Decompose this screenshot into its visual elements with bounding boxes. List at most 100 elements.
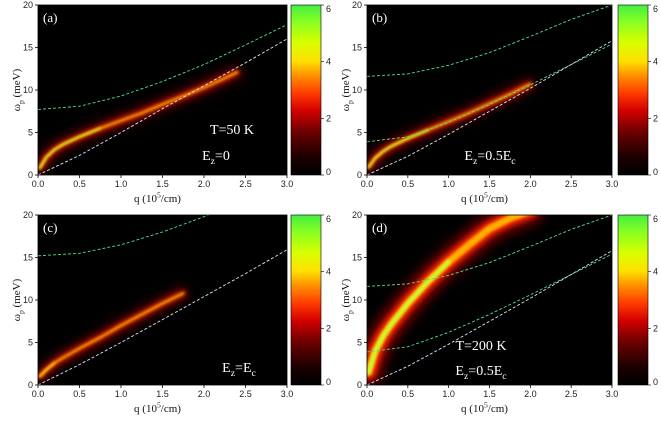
colorbar-tick-label: 2 <box>326 323 331 333</box>
colorbar <box>617 4 649 176</box>
y-axis-label: ωp (meV) <box>11 278 25 321</box>
x-tick-label: 2.0 <box>198 179 211 189</box>
colorbar-tick-label: 4 <box>326 57 331 67</box>
y-tick-label: 0 <box>28 380 33 390</box>
x-tick-label: 3.0 <box>606 179 619 189</box>
x-tick-label: 2.5 <box>239 179 252 189</box>
y-tick-label: 5 <box>357 338 362 348</box>
y-tick-label: 10 <box>23 85 33 95</box>
dashed-curve <box>38 249 287 385</box>
x-tick-label: 3.0 <box>606 389 619 399</box>
panel-label: (d) <box>372 220 387 235</box>
x-tick-label: 0.0 <box>32 179 45 189</box>
x-tick-label: 1.5 <box>156 179 169 189</box>
plasmon-bright <box>367 259 451 375</box>
y-tick-label: 15 <box>23 253 33 263</box>
x-tick-label: 1.0 <box>115 389 128 399</box>
x-tick-label: 2.0 <box>524 179 537 189</box>
colorbar-tick-label: 4 <box>653 57 658 67</box>
y-axis-label: ωp (meV) <box>11 68 25 111</box>
colorbar-tick-label: 0 <box>326 167 331 177</box>
y-tick-label: 0 <box>357 380 362 390</box>
colorbar-tick-label: 4 <box>653 267 658 277</box>
y-tick-label: 20 <box>352 0 362 10</box>
colorbar <box>290 4 322 176</box>
plasmon-bright <box>38 362 56 378</box>
x-tick-label: 2.5 <box>239 389 252 399</box>
dashed-curve <box>367 40 612 175</box>
plot-content <box>38 215 287 385</box>
x-axis-label: q (105/cm) <box>461 191 508 205</box>
x-tick-label: 0.5 <box>73 389 86 399</box>
x-axis-label: q (105/cm) <box>134 401 181 415</box>
panel-label: (b) <box>372 10 387 25</box>
colorbar-tick-label: 2 <box>653 113 658 123</box>
dashed-curve <box>38 215 211 257</box>
y-tick-label: 15 <box>352 253 362 263</box>
dashed-curve <box>367 5 612 77</box>
x-tick-label: 0.0 <box>32 389 45 399</box>
colorbar-tick-label: 2 <box>653 323 658 333</box>
x-tick-label: 1.0 <box>115 179 128 189</box>
x-tick-label: 2.5 <box>565 179 578 189</box>
dashed-curve <box>38 24 287 110</box>
y-tick-label: 20 <box>23 0 33 10</box>
x-tick-label: 3.0 <box>281 389 294 399</box>
colorbar-tick-label: 6 <box>653 4 658 14</box>
x-tick-label: 1.0 <box>442 179 455 189</box>
annotation: T=50 K <box>210 123 254 138</box>
colorbar <box>617 214 649 386</box>
colorbar-tick-label: 0 <box>653 167 658 177</box>
y-tick-label: 0 <box>357 170 362 180</box>
colorbar-tick-label: 0 <box>326 377 331 387</box>
dashed-curve <box>38 38 287 175</box>
annotation: Ez=0 <box>202 149 230 167</box>
plot-content <box>38 24 287 175</box>
dashed-curve <box>367 43 612 143</box>
x-tick-label: 1.5 <box>483 179 496 189</box>
y-tick-label: 20 <box>23 210 33 220</box>
x-tick-label: 2.0 <box>524 389 537 399</box>
dashed-curve <box>367 250 612 385</box>
colorbar-tick-label: 6 <box>653 214 658 224</box>
x-tick-label: 2.0 <box>198 389 211 399</box>
x-tick-label: 0.0 <box>361 179 374 189</box>
y-tick-label: 15 <box>352 43 362 53</box>
colorbar <box>290 214 322 386</box>
colorbar-tick-label: 4 <box>326 267 331 277</box>
plot-area <box>367 5 612 175</box>
x-tick-label: 0.5 <box>402 389 415 399</box>
annotation: Ez=Ec <box>222 361 256 379</box>
x-tick-label: 1.5 <box>483 389 496 399</box>
y-tick-label: 10 <box>352 85 362 95</box>
x-axis-label: q (105/cm) <box>461 401 508 415</box>
dashed-curve <box>367 215 612 287</box>
y-tick-label: 10 <box>352 295 362 305</box>
dashed-curve <box>367 253 612 353</box>
x-axis-label: q (105/cm) <box>134 191 181 205</box>
annotation: Ez=0.5Ec <box>455 364 507 382</box>
x-tick-label: 3.0 <box>281 179 294 189</box>
plasmon-bright <box>367 129 430 169</box>
panel-label: (c) <box>43 220 57 235</box>
y-tick-label: 0 <box>28 170 33 180</box>
x-tick-label: 0.5 <box>402 179 415 189</box>
x-tick-label: 0.0 <box>361 389 374 399</box>
panel-label: (a) <box>43 10 57 25</box>
y-tick-label: 15 <box>23 43 33 53</box>
plot-content <box>367 215 612 385</box>
plot-content <box>367 5 612 175</box>
y-tick-label: 10 <box>23 295 33 305</box>
colorbar-tick-label: 2 <box>326 113 331 123</box>
colorbar-tick-label: 6 <box>326 214 331 224</box>
x-tick-label: 1.5 <box>156 389 169 399</box>
y-axis-label: ωp (meV) <box>340 278 354 321</box>
plot-area <box>38 5 287 175</box>
x-tick-label: 1.0 <box>442 389 455 399</box>
y-tick-label: 5 <box>28 338 33 348</box>
y-tick-label: 5 <box>28 128 33 138</box>
